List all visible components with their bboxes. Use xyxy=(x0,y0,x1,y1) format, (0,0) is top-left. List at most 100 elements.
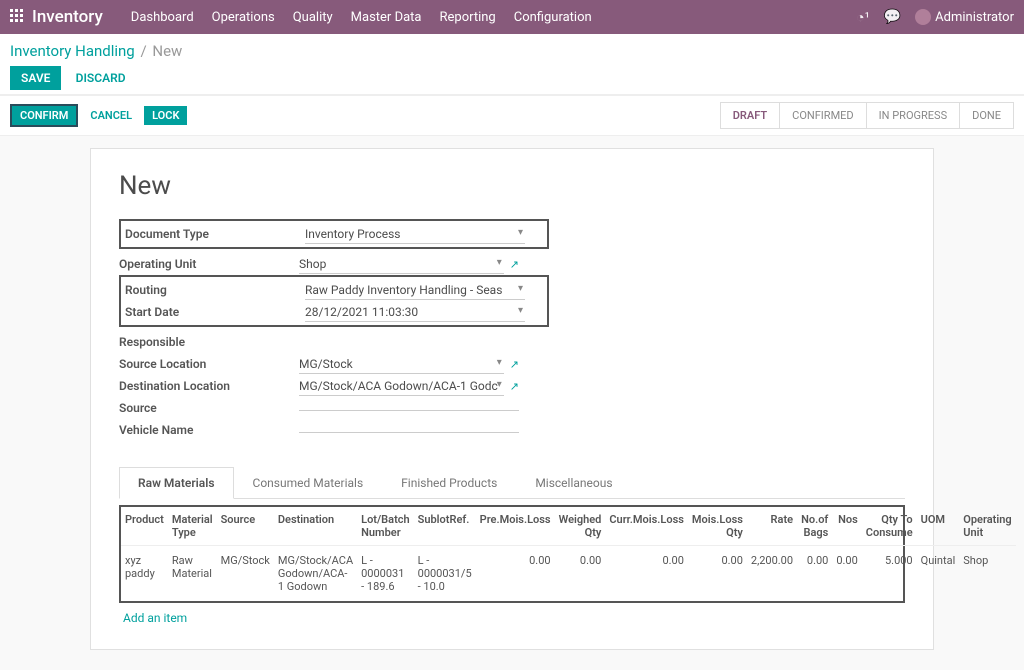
activity-icon[interactable]: ◔¹ xyxy=(856,9,870,26)
user-menu[interactable]: Administrator xyxy=(915,9,1014,25)
cell-destination: MG/Stock/ACA Godown/ACA-1 Godown xyxy=(274,546,357,602)
menu-dashboard[interactable]: Dashboard xyxy=(131,10,194,25)
cell-no-of-bags: 0.00 xyxy=(797,546,832,602)
col-weighed-qty: Weighed Qty xyxy=(555,507,606,546)
col-mois-loss-qty: Mois.Loss Qty xyxy=(688,507,747,546)
menu-reporting[interactable]: Reporting xyxy=(440,10,496,25)
main-navbar: Inventory Dashboard Operations Quality M… xyxy=(0,0,1024,34)
external-link-icon[interactable]: ↗ xyxy=(510,358,519,371)
col-material-type: Material Type xyxy=(168,507,217,546)
field-routing[interactable]: Raw Paddy Inventory Handling - Seas▾ xyxy=(305,281,525,300)
col-source: Source xyxy=(217,507,274,546)
cell-uom: Quintal xyxy=(917,546,960,602)
label-start-date: Start Date xyxy=(125,303,305,321)
stage-in-progress[interactable]: In Progress xyxy=(867,102,960,129)
field-source-location[interactable]: MG/Stock▾ xyxy=(299,355,504,374)
status-stages: Draft Confirmed In Progress Done xyxy=(720,102,1014,129)
table-row[interactable]: xyz paddy Raw Material MG/Stock MG/Stock… xyxy=(121,546,1016,602)
tab-consumed-materials[interactable]: Consumed Materials xyxy=(234,467,383,498)
stage-draft[interactable]: Draft xyxy=(720,102,780,129)
cell-material-type: Raw Material xyxy=(168,546,217,602)
cell-source: MG/Stock xyxy=(217,546,274,602)
label-vehicle-name: Vehicle Name xyxy=(119,421,299,439)
breadcrumb: Inventory Handling / New xyxy=(10,42,1014,60)
menu-quality[interactable]: Quality xyxy=(293,10,333,25)
table-header-row: Product Material Type Source Destination… xyxy=(121,507,1016,546)
confirm-button[interactable]: Confirm xyxy=(10,104,78,127)
module-name[interactable]: Inventory xyxy=(32,7,103,27)
stage-confirmed[interactable]: Confirmed xyxy=(780,102,867,129)
chevron-down-icon: ▾ xyxy=(518,305,523,316)
chevron-down-icon: ▾ xyxy=(497,357,502,368)
menu-configuration[interactable]: Configuration xyxy=(514,10,592,25)
label-destination-location: Destination Location xyxy=(119,377,299,395)
add-item-link[interactable]: Add an item xyxy=(119,603,905,633)
col-curr-mois-loss: Curr.Mois.Loss xyxy=(605,507,688,546)
chevron-down-icon: ▾ xyxy=(518,227,523,238)
cell-lot: L - 0000031 - 189.6 xyxy=(357,546,414,602)
label-source: Source xyxy=(119,399,299,417)
page-title: New xyxy=(119,171,905,201)
cancel-button[interactable]: Cancel xyxy=(84,106,138,125)
label-responsible: Responsible xyxy=(119,333,299,351)
discard-button[interactable]: Discard xyxy=(65,66,137,90)
menu-operations[interactable]: Operations xyxy=(212,10,275,25)
tab-miscellaneous[interactable]: Miscellaneous xyxy=(516,467,631,498)
form-sheet: New Document Type Inventory Process▾ Ope… xyxy=(90,148,934,650)
cell-nos: 0.00 xyxy=(832,546,861,602)
label-routing: Routing xyxy=(125,281,305,299)
field-start-date[interactable]: 28/12/2021 11:03:30▾ xyxy=(305,303,525,322)
col-nos: Nos xyxy=(832,507,861,546)
chevron-down-icon: ▾ xyxy=(497,379,502,390)
routing-date-group: Routing Raw Paddy Inventory Handling - S… xyxy=(119,275,549,327)
col-rate: Rate xyxy=(747,507,797,546)
external-link-icon[interactable]: ↗ xyxy=(510,258,519,271)
detail-tabs: Raw Materials Consumed Materials Finishe… xyxy=(119,467,905,499)
col-qty-to-consume: Qty To Consume xyxy=(862,507,917,546)
discuss-icon[interactable]: 💬 xyxy=(884,9,901,25)
breadcrumb-current: New xyxy=(152,42,182,60)
col-destination: Destination xyxy=(274,507,357,546)
navbar-right: ◔¹ 💬 Administrator xyxy=(856,9,1014,26)
breadcrumb-sep: / xyxy=(140,42,146,60)
status-bar: Confirm Cancel Lock Draft Confirmed In P… xyxy=(0,95,1024,136)
external-link-icon[interactable]: ↗ xyxy=(510,380,519,393)
cell-qty-to-consume: 5.000 xyxy=(862,546,917,602)
field-operating-unit[interactable]: Shop▾ xyxy=(299,255,504,274)
col-lot: Lot/Batch Number xyxy=(357,507,414,546)
label-source-location: Source Location xyxy=(119,355,299,373)
username: Administrator xyxy=(935,10,1014,25)
tab-raw-materials[interactable]: Raw Materials xyxy=(119,467,234,499)
cell-product: xyz paddy xyxy=(121,546,168,602)
cell-mois-loss-qty: 0.00 xyxy=(688,546,747,602)
field-destination-location[interactable]: MG/Stock/ACA Godown/ACA-1 Godc▾ xyxy=(299,377,504,396)
tab-finished-products[interactable]: Finished Products xyxy=(382,467,516,498)
cell-sublot: L - 0000031/5 - 10.0 xyxy=(414,546,476,602)
main-menu: Dashboard Operations Quality Master Data… xyxy=(131,10,592,25)
raw-materials-table: Product Material Type Source Destination… xyxy=(121,507,1016,601)
col-no-of-bags: No.of Bags xyxy=(797,507,832,546)
breadcrumb-bar: Inventory Handling / New Save Discard xyxy=(0,34,1024,95)
cell-curr-mois-loss: 0.00 xyxy=(605,546,688,602)
lock-button[interactable]: Lock xyxy=(144,106,187,125)
document-type-group: Document Type Inventory Process▾ xyxy=(119,219,549,249)
cell-rate: 2,200.00 xyxy=(747,546,797,602)
col-pre-mois-loss: Pre.Mois.Loss xyxy=(476,507,555,546)
menu-master-data[interactable]: Master Data xyxy=(351,10,422,25)
cell-operating-unit: Shop xyxy=(959,546,1015,602)
field-source[interactable] xyxy=(299,406,519,411)
save-button[interactable]: Save xyxy=(10,66,61,90)
chevron-down-icon: ▾ xyxy=(497,257,502,268)
chevron-down-icon: ▾ xyxy=(518,283,523,294)
field-vehicle-name[interactable] xyxy=(299,428,519,433)
field-document-type[interactable]: Inventory Process▾ xyxy=(305,225,525,244)
breadcrumb-parent[interactable]: Inventory Handling xyxy=(10,42,135,60)
col-operating-unit: Operating Unit xyxy=(959,507,1015,546)
cell-weighed-qty: 0.00 xyxy=(555,546,606,602)
col-sublot: SublotRef. xyxy=(414,507,476,546)
stage-done[interactable]: Done xyxy=(960,102,1014,129)
col-product: Product xyxy=(121,507,168,546)
label-operating-unit: Operating Unit xyxy=(119,255,299,273)
cell-pre-mois-loss: 0.00 xyxy=(476,546,555,602)
apps-icon[interactable] xyxy=(10,8,24,27)
